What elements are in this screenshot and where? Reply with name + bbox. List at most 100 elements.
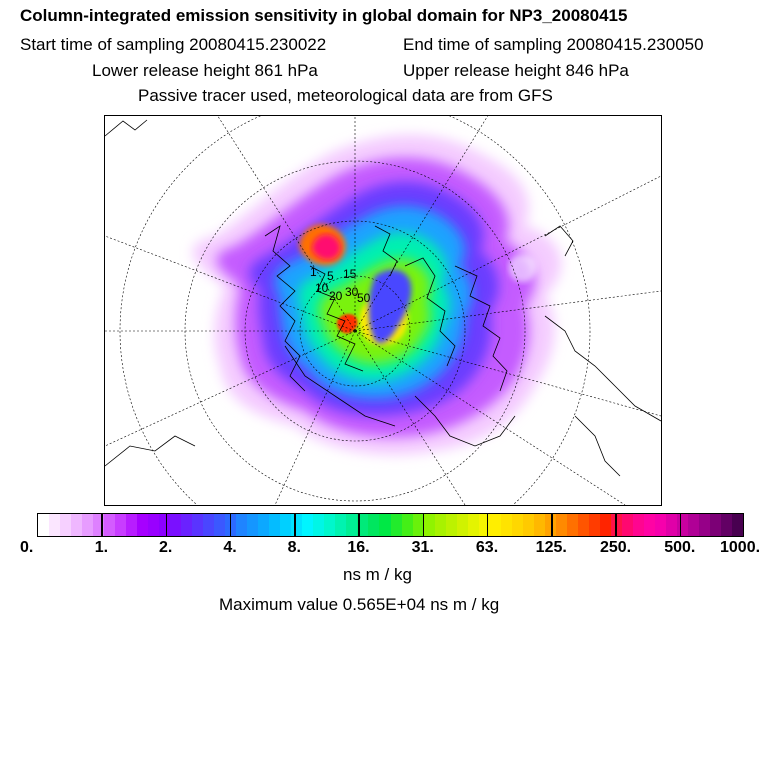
colorbar-swatch (731, 514, 743, 536)
source-label: 15 (343, 267, 357, 281)
colorbar-swatch (302, 514, 314, 536)
colorbar-swatch (588, 514, 600, 536)
maximum-value: Maximum value 0.565E+04 ns m / kg (219, 595, 500, 614)
colorbar-swatch (577, 514, 589, 536)
colorbar-swatch (181, 514, 193, 536)
colorbar-tick-label: 4. (223, 539, 237, 556)
colorbar-swatch (115, 514, 127, 536)
colorbar-tick-label: 31. (411, 539, 434, 556)
map-canvas: 1 5 10 15 20 30 50 (105, 116, 661, 505)
tracer-note: Passive tracer used, meteorological data… (138, 86, 553, 105)
lower-release-label: Lower release height 861 hPa (92, 61, 318, 80)
source-label: 30 (345, 285, 359, 299)
colorbar-major-tick (551, 513, 553, 537)
source-label: 20 (329, 289, 343, 303)
colorbar-swatch (291, 514, 303, 536)
colorbar-swatch (423, 514, 435, 536)
colorbar-major-tick (294, 513, 296, 537)
colorbar-swatch (346, 514, 358, 536)
colorbar-swatch (720, 514, 732, 536)
colorbar-tick-label: 63. (475, 539, 499, 556)
colorbar-swatch (489, 514, 501, 536)
colorbar-swatch (533, 514, 545, 536)
colorbar-swatch (280, 514, 292, 536)
source-label: 50 (357, 291, 371, 305)
colorbar (37, 513, 744, 537)
colorbar-swatch (324, 514, 336, 536)
colorbar-swatch (511, 514, 523, 536)
colorbar-major-tick (486, 513, 489, 537)
colorbar-swatch (621, 514, 633, 536)
colorbar-swatch (643, 514, 655, 536)
colorbar-tick-label: 500. (664, 539, 696, 556)
colorbar-major-tick (422, 513, 425, 537)
colorbar-swatch (390, 514, 402, 536)
colorbar-swatch (412, 514, 424, 536)
colorbar-swatch (632, 514, 644, 536)
colorbar-swatch (159, 514, 171, 536)
colorbar-swatch (478, 514, 490, 536)
colorbar-swatch (401, 514, 413, 536)
colorbar-tick-label: 8. (287, 539, 301, 556)
colorbar-swatch (313, 514, 325, 536)
colorbar-major-tick (679, 513, 682, 537)
colorbar-swatch (456, 514, 468, 536)
colorbar-tick-label: 1000. (720, 539, 761, 556)
colorbar-swatch (247, 514, 259, 536)
colorbar-swatch (104, 514, 116, 536)
source-label: 5 (327, 269, 334, 283)
colorbar-tick-label: 2. (159, 539, 173, 556)
colorbar-swatch (60, 514, 72, 536)
colorbar-swatch (82, 514, 94, 536)
colorbar-swatch (654, 514, 666, 536)
colorbar-swatch (148, 514, 160, 536)
colorbar-swatch (368, 514, 380, 536)
colorbar-major-tick (358, 513, 360, 537)
colorbar-unit: ns m / kg (343, 565, 412, 584)
upper-release-label: Upper release height 846 hPa (403, 61, 629, 80)
colorbar-swatch (93, 514, 105, 536)
end-time-label: End time of sampling 20080415.230050 (403, 35, 704, 54)
colorbar-tick-label: 125. (535, 539, 567, 556)
colorbar-swatch (236, 514, 248, 536)
colorbar-major-tick (165, 513, 168, 537)
colorbar-swatch (544, 514, 556, 536)
polar-map: 1 5 10 15 20 30 50 (104, 115, 662, 506)
colorbar-swatch (500, 514, 512, 536)
source-label: 1 (310, 265, 317, 279)
colorbar-tick-label: 1. (94, 539, 109, 556)
colorbar-swatch (522, 514, 534, 536)
colorbar-tick-label: 0. (20, 539, 34, 556)
colorbar-swatch (214, 514, 226, 536)
colorbar-swatch (599, 514, 611, 536)
source-label: 10 (315, 281, 329, 295)
start-time-label: Start time of sampling 20080415.230022 (20, 35, 327, 54)
colorbar-swatch (467, 514, 479, 536)
colorbar-swatch (170, 514, 182, 536)
colorbar-swatch (709, 514, 721, 536)
colorbar-swatch (665, 514, 677, 536)
colorbar-swatch (676, 514, 688, 536)
sensitivity-plume (192, 134, 562, 455)
colorbar-swatch (566, 514, 578, 536)
colorbar-swatch (445, 514, 457, 536)
colorbar-swatch (687, 514, 699, 536)
coastlines (105, 119, 661, 477)
colorbar-swatch (192, 514, 204, 536)
colorbar-swatch (203, 514, 215, 536)
colorbar-tick-label: 16. (347, 539, 370, 556)
colorbar-swatch (698, 514, 710, 536)
graticule (105, 116, 661, 505)
colorbar-swatch (357, 514, 369, 536)
colorbar-swatch (434, 514, 446, 536)
colorbar-swatch (137, 514, 149, 536)
colorbar-swatch (555, 514, 567, 536)
plot-title: Column-integrated emission sensitivity i… (20, 6, 628, 25)
colorbar-swatch (38, 514, 50, 536)
colorbar-swatch (335, 514, 347, 536)
colorbar-major-tick (229, 513, 232, 537)
colorbar-swatch (258, 514, 270, 536)
colorbar-swatch (71, 514, 83, 536)
source-labels: 1 5 10 15 20 30 50 (310, 265, 371, 305)
colorbar-swatch (126, 514, 138, 536)
